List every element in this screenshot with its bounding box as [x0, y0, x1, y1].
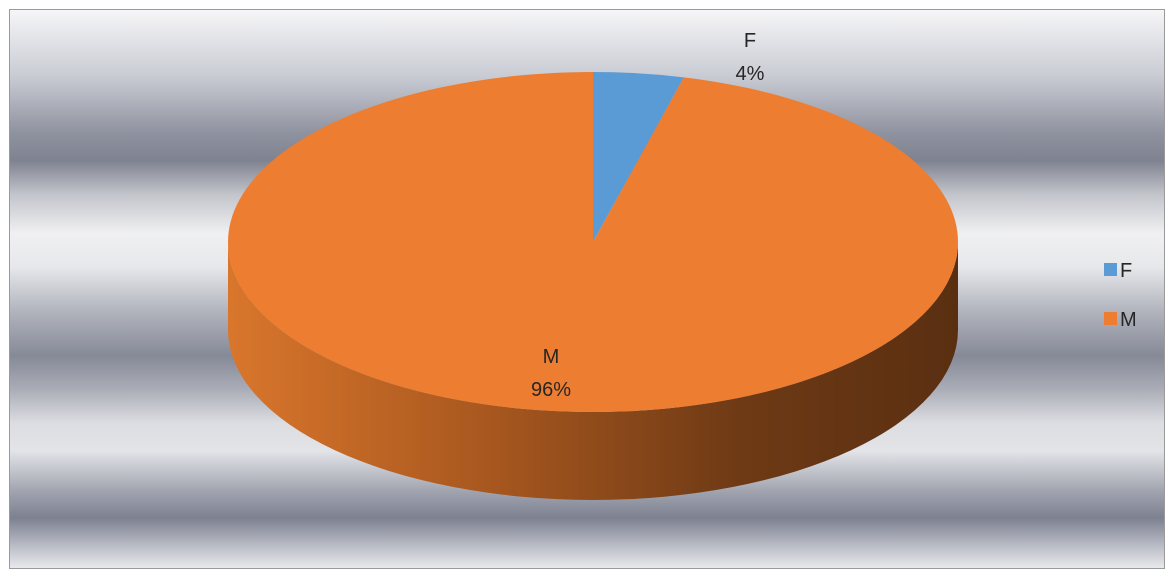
legend-label-f: F: [1120, 260, 1132, 282]
pie-slice-m: [227, 72, 958, 412]
pie-slice-f: [593, 72, 684, 242]
legend-item-m: M: [1104, 309, 1137, 331]
legend-swatch-f: [1104, 263, 1117, 276]
pie-side-wall: [228, 242, 958, 500]
legend: F M: [1104, 260, 1137, 331]
chart-area: F 4% M 96% F M: [9, 9, 1165, 569]
legend-item-f: F: [1104, 260, 1132, 282]
legend-swatch-m: [1104, 312, 1117, 325]
data-label-f-name: F: [744, 30, 756, 52]
legend-label-m: M: [1120, 309, 1137, 331]
data-label-m-percent: 96%: [531, 379, 571, 401]
data-label-f-percent: 4%: [736, 63, 765, 85]
pie-chart: F 4% M 96% F M: [227, 30, 1137, 500]
data-label-m-name: M: [543, 346, 560, 368]
